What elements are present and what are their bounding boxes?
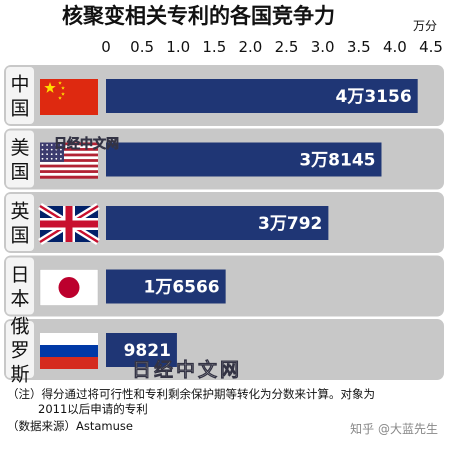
x-tick-label: 3.0 xyxy=(311,38,335,56)
country-label: 中国 xyxy=(10,74,29,120)
bar xyxy=(106,206,329,240)
bar xyxy=(106,142,382,177)
bar-value-label: 3万8145 xyxy=(299,151,375,171)
unit-label: 万分 xyxy=(413,19,437,33)
country-label-panel xyxy=(6,257,34,315)
x-axis-ticks: 0 0.5 1.0 1.5 2.0 2.5 3.0 3.5 4.0 4.5 xyxy=(101,38,443,56)
footnote-line-1: （注）得分通过将可行性和专利剩余保护期等转化为分数来计算。对象为 xyxy=(7,387,375,401)
bar-value-label: 1万6566 xyxy=(143,278,219,298)
flag-icon xyxy=(40,333,98,369)
bar xyxy=(106,79,418,113)
footnote-line-2: 2011以后申请的专利 xyxy=(38,402,148,416)
bar xyxy=(106,333,177,367)
category-row: 俄罗斯 9821 xyxy=(4,316,444,386)
watermark: 日经中文网 xyxy=(54,136,119,152)
country-label: 俄罗斯 xyxy=(10,316,29,386)
country-label: 英国 xyxy=(10,201,29,247)
bar-value-label: 3万792 xyxy=(258,214,322,234)
bar-value-label: 9821 xyxy=(124,341,171,361)
credit: 知乎 @大蓝先生 xyxy=(350,422,438,436)
flag-icon xyxy=(40,79,98,115)
country-label: 日本 xyxy=(10,264,29,310)
country-label: 美国 xyxy=(10,137,29,183)
category-row: 英国 3万792 xyxy=(4,192,444,253)
flag-icon xyxy=(38,203,100,245)
flag-icon xyxy=(39,269,99,306)
category-row: 日本 1万6566 xyxy=(4,255,444,317)
source-note: （数据来源）Astamuse xyxy=(7,419,133,433)
x-tick-label: 2.0 xyxy=(239,38,263,56)
country-label-panel xyxy=(6,194,34,251)
flag-icon xyxy=(40,142,98,179)
country-label-panel xyxy=(6,321,34,378)
x-tick-label: 3.5 xyxy=(347,38,371,56)
x-tick-label: 4.0 xyxy=(383,38,407,56)
x-tick-label: 0 xyxy=(101,38,111,56)
x-tick-label: 1.0 xyxy=(166,38,190,56)
bar xyxy=(106,269,226,304)
x-tick-label: 1.5 xyxy=(202,38,226,56)
country-label-panel xyxy=(6,130,34,188)
x-tick-label: 0.5 xyxy=(130,38,154,56)
watermark: 日经中文网 xyxy=(132,358,242,381)
x-tick-label: 2.5 xyxy=(275,38,299,56)
chart-title: 核聚变相关专利的各国竞争力 xyxy=(62,4,335,28)
x-tick-label: 4.5 xyxy=(419,38,443,56)
country-label-panel xyxy=(6,67,34,124)
category-row: 中国 4万3156 xyxy=(4,65,444,126)
bar-value-label: 4万3156 xyxy=(336,87,412,107)
bar-rows: 中国 4万3156 美国 3万8145 英国 3万792 日本 1万6566 俄罗斯 9821 xyxy=(4,65,444,386)
category-row: 美国 3万8145 xyxy=(4,128,444,190)
